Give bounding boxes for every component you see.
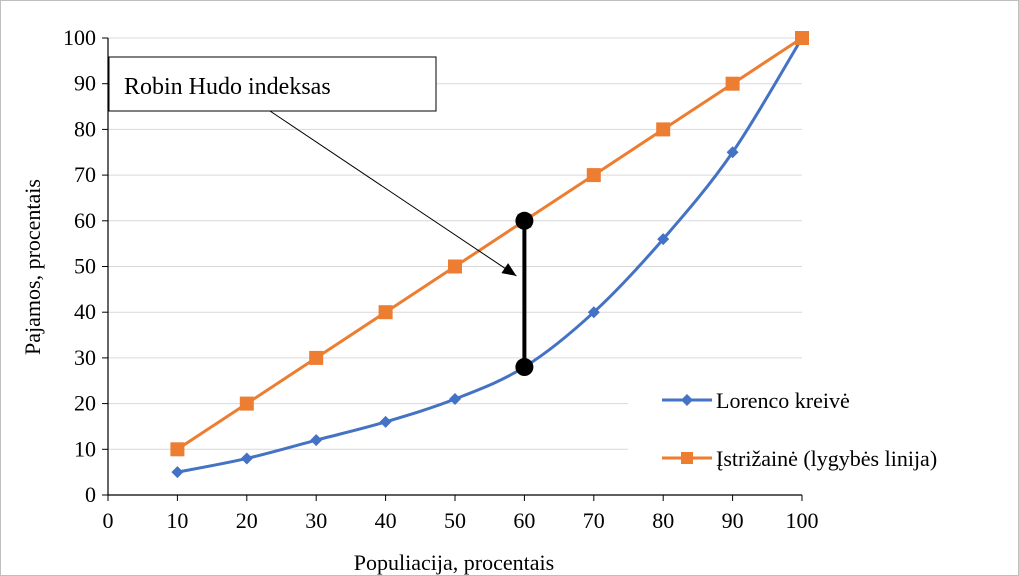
y-tick-label: 100 [63, 25, 96, 50]
y-tick-label: 20 [74, 391, 96, 416]
x-tick-label: 70 [583, 508, 605, 533]
y-tick-label: 90 [74, 71, 96, 96]
legend-label-lorenz-curve: Lorenco kreivė [716, 388, 850, 413]
y-tick-label: 60 [74, 208, 96, 233]
annotation-arrow [269, 110, 517, 277]
legend-item-equality-line: Įstrižainė (lygybės linija) [662, 446, 937, 471]
legend: Lorenco kreivė Įstrižainė (lygybės linij… [628, 362, 1016, 492]
robin-hood-lower-point [515, 358, 534, 377]
data-point-square [170, 442, 185, 457]
robin-hood-upper-point [515, 211, 534, 230]
annotation-label: Robin Hudo indeksas [124, 74, 331, 100]
axes [102, 37, 803, 501]
data-point-square [448, 259, 462, 274]
legend-diamond-marker [681, 394, 693, 406]
x-tick-label: 0 [103, 508, 114, 533]
x-tick-label: 90 [722, 508, 744, 533]
x-tick-label: 30 [305, 508, 327, 533]
data-point-diamond [587, 306, 600, 319]
x-tick-label: 60 [513, 508, 535, 533]
data-point-diamond [171, 466, 184, 479]
data-point-diamond [657, 233, 670, 246]
data-point-square [656, 122, 671, 137]
data-point-square [239, 396, 254, 411]
series-line-1 [176, 36, 803, 451]
annotation-box [108, 56, 437, 112]
y-tick-label: 40 [74, 299, 96, 324]
legend-square-marker [681, 452, 693, 464]
annotation-group: Robin Hudo indeksas [108, 56, 534, 377]
annotation-arrowhead [501, 263, 517, 276]
tick-labels: 0 10 20 30 40 50 60 70 80 90 100 0 10 20 30 40 50 60 70 80 9… [63, 25, 819, 533]
y-axis-label: Pajamos, procentais [20, 179, 45, 355]
legend-background [628, 362, 1016, 492]
x-tick-label: 50 [444, 508, 466, 533]
data-point-diamond [240, 452, 253, 465]
legend-item-lorenz-curve: Lorenco kreivė [662, 388, 850, 413]
y-tick-label: 50 [74, 254, 96, 279]
data-point-square [586, 168, 601, 183]
data-point-diamond [726, 146, 739, 159]
y-tick-label: 30 [74, 345, 96, 370]
data-point-diamond [379, 415, 392, 428]
legend-label-equality-line: Įstrižainė (lygybės linija) [716, 446, 937, 471]
data-point-square [378, 305, 393, 320]
x-tick-label: 40 [375, 508, 397, 533]
data-point-square [309, 350, 324, 365]
x-tick-label: 80 [652, 508, 674, 533]
x-axis-label: Populiacija, procentais [354, 550, 554, 575]
data-point-square [795, 31, 809, 45]
y-tick-label: 10 [74, 436, 96, 461]
y-tick-label: 0 [85, 482, 96, 507]
x-tick-label: 20 [236, 508, 258, 533]
y-tick-label: 80 [74, 116, 96, 141]
x-tick-label: 100 [786, 508, 819, 533]
y-tick-label: 70 [74, 162, 96, 187]
x-tick-label: 10 [166, 508, 188, 533]
data-point-diamond [310, 434, 323, 447]
data-point-diamond [449, 393, 461, 406]
data-point-square [725, 76, 740, 91]
